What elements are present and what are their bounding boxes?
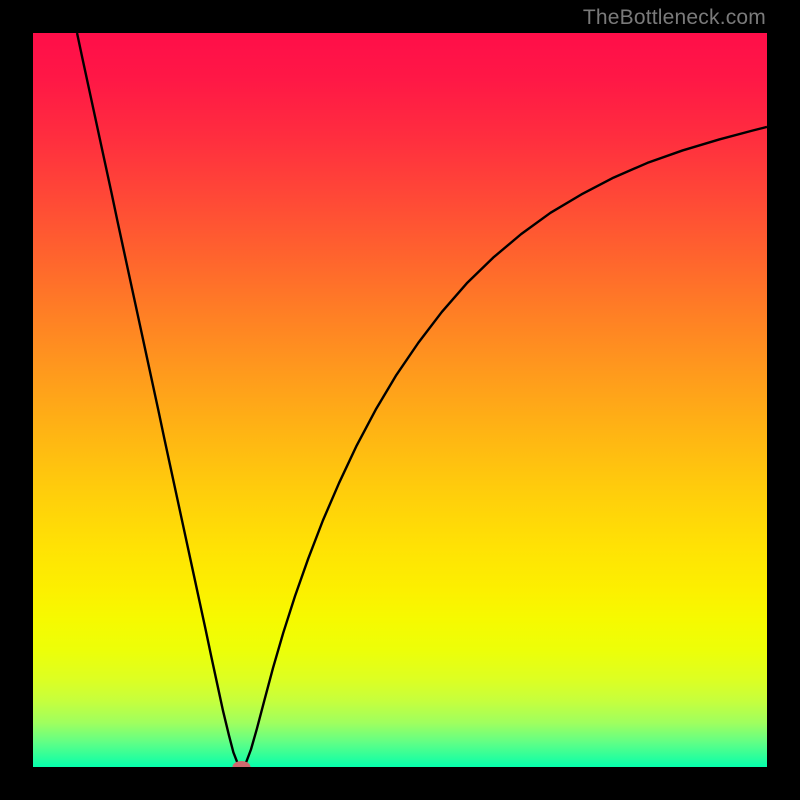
plot-area (33, 33, 767, 767)
frame-border (0, 767, 800, 800)
plot-svg (33, 33, 767, 767)
watermark-text: TheBottleneck.com (583, 6, 766, 30)
gradient-background (33, 33, 767, 767)
frame-border (0, 0, 33, 800)
frame-border (767, 0, 800, 800)
